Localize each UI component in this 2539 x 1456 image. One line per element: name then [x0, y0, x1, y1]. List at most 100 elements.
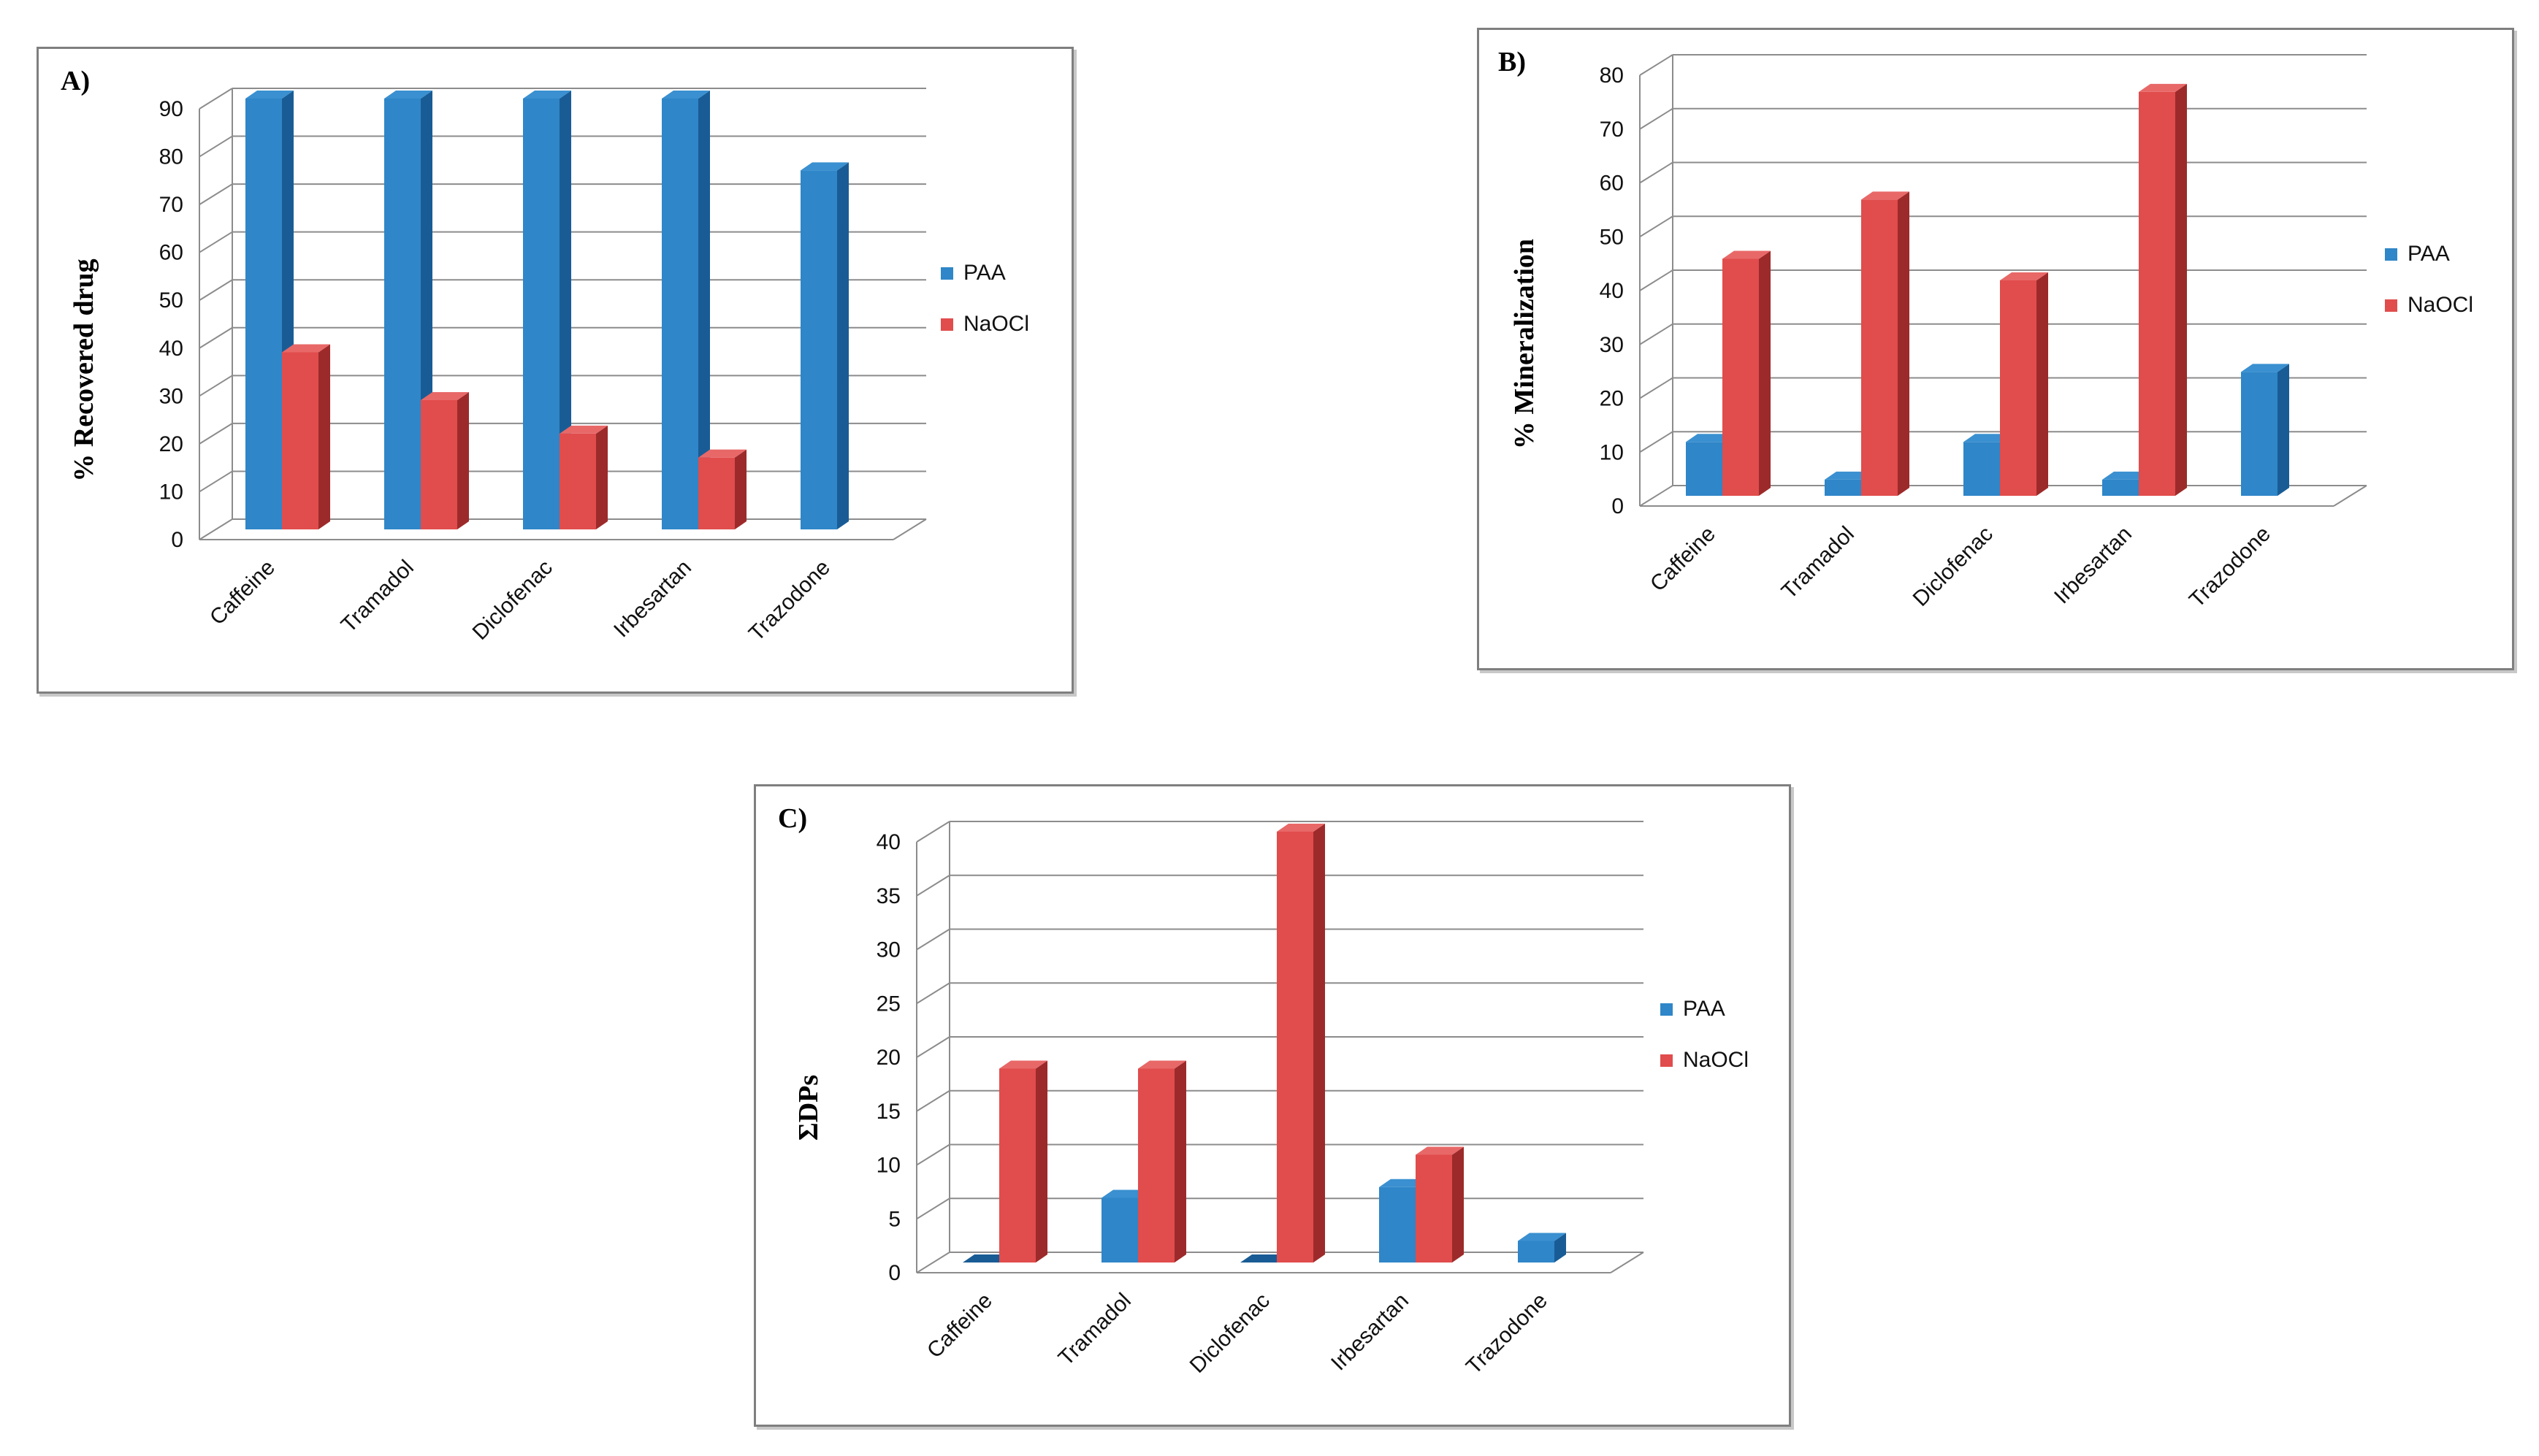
bar-front: [1518, 1241, 1554, 1262]
bar-top: [523, 91, 571, 99]
bar-front: [1101, 1198, 1138, 1262]
bar-paa-caffeine: [963, 1254, 1011, 1262]
legend-swatch-paa: [941, 267, 953, 280]
bar-front: [523, 99, 560, 529]
bar-front: [2241, 372, 2278, 496]
bar-naocl-diclofenac: [560, 425, 608, 529]
bar-side: [318, 344, 330, 529]
gridline-depth: [1639, 54, 1673, 76]
bar-naocl-irbesartan: [1416, 1146, 1464, 1262]
y-tick-label: 80: [159, 145, 183, 169]
gridline-depth: [1639, 107, 1673, 130]
bar-side: [1898, 191, 1909, 496]
bar-front: [801, 170, 837, 530]
bar-front: [2139, 91, 2175, 496]
gridline-depth: [916, 1252, 950, 1273]
y-tick-label: 30: [877, 938, 901, 962]
legend-swatch-naocl: [1660, 1054, 1673, 1067]
gridline-depth: [199, 470, 233, 493]
bar-front: [1379, 1187, 1416, 1262]
gridline-depth: [199, 88, 233, 110]
x-tick-label: Tramadol: [1054, 1289, 1136, 1371]
x-tick-label: Trazodone: [2185, 522, 2275, 613]
y-tick-label: 60: [1600, 172, 1624, 196]
bar-side: [1036, 1060, 1047, 1262]
bar-side: [837, 162, 849, 530]
floor-edge: [2333, 485, 2367, 507]
bar-front: [999, 1068, 1036, 1262]
y-tick-label: 20: [1600, 387, 1624, 411]
y-tick-label: 10: [159, 480, 183, 504]
x-tick-label: Caffeine: [205, 556, 280, 630]
bar-top: [698, 449, 747, 458]
bar-front: [2000, 280, 2036, 496]
bar-top: [1101, 1189, 1150, 1198]
bar-side: [1313, 824, 1325, 1262]
legend-item-paa: PAA: [941, 261, 1029, 286]
gridline-depth: [1639, 377, 1673, 399]
bar-paa-diclofenac: [1240, 1254, 1288, 1262]
y-tick-label: 40: [877, 830, 901, 854]
legend-label-paa: PAA: [963, 261, 1006, 285]
bar-top: [2139, 83, 2187, 92]
legend-item-naocl: NaOCl: [941, 312, 1029, 337]
bar-side: [457, 392, 469, 529]
bar-side: [2175, 83, 2187, 496]
bar-side: [698, 91, 710, 529]
bar-top: [1686, 434, 1734, 442]
y-tick-label: 25: [877, 992, 901, 1016]
bar-front: [245, 99, 282, 529]
bar-naocl-irbesartan: [698, 449, 747, 529]
bar-top: [1416, 1146, 1464, 1155]
bar-side: [1759, 250, 1771, 496]
x-tick-label: Irbesartan: [2050, 522, 2137, 609]
gridline-depth: [199, 375, 233, 397]
bar-top: [560, 425, 608, 434]
bar-side: [560, 91, 571, 529]
bar-top: [2102, 471, 2150, 480]
legend-label-naocl: NaOCl: [1683, 1048, 1749, 1072]
y-tick-label: 70: [159, 193, 183, 217]
bar-front: [1861, 199, 1898, 496]
y-tick-label: 20: [877, 1046, 901, 1070]
x-tick-label: Tramadol: [337, 556, 419, 637]
panel-label: C): [778, 803, 808, 834]
bar-paa-irbesartan: [662, 91, 710, 529]
gridline-depth: [1639, 323, 1673, 345]
bar-naocl-tramadol: [421, 392, 469, 529]
bar-top: [2241, 364, 2289, 372]
bar-paa-trazodone: [1518, 1233, 1566, 1262]
bar-top: [1861, 191, 1909, 200]
y-tick-label: 40: [1600, 279, 1624, 303]
bar-side: [1554, 1233, 1566, 1262]
bar-top: [384, 91, 432, 99]
gridline-depth: [199, 135, 233, 158]
bar-front: [1277, 832, 1313, 1262]
gridline-depth: [1639, 431, 1673, 453]
chart-panel-c: C) ΣDPs 0 5 10 15 20 25 30 35 40 Caffeine Tramadol…: [754, 784, 1791, 1427]
gridline-depth: [199, 231, 233, 253]
gridline-depth: [1639, 269, 1673, 291]
legend-swatch-naocl: [941, 318, 953, 331]
floor-edge: [893, 518, 927, 540]
x-tick-label: Tramadol: [1777, 522, 1859, 604]
bar-side: [735, 449, 747, 529]
bar-naocl-caffeine: [999, 1060, 1047, 1262]
chart-plot: 0 10 20 30 40 50 60 70 80 Caffeine Tramadol Diclofe…: [1600, 54, 2367, 613]
legend-label-paa: PAA: [1683, 997, 1725, 1021]
legend: PAA NaOCl: [941, 261, 1029, 363]
bar-top: [2000, 272, 2048, 280]
gridline-depth: [1639, 161, 1673, 184]
bar-paa-diclofenac: [523, 91, 571, 529]
bar-front: [282, 352, 318, 529]
bar-top: [1722, 250, 1771, 259]
x-tick-label: Trazodone: [744, 556, 835, 646]
gridline-depth: [916, 821, 950, 843]
x-tick-label: Caffeine: [923, 1289, 997, 1363]
bar-top: [1277, 824, 1325, 832]
y-tick-label: 50: [1600, 225, 1624, 249]
legend-item-paa: PAA: [2385, 242, 2473, 267]
bar-naocl-diclofenac: [1277, 824, 1325, 1262]
gridline-depth: [916, 874, 950, 897]
bar-side: [1175, 1060, 1186, 1262]
